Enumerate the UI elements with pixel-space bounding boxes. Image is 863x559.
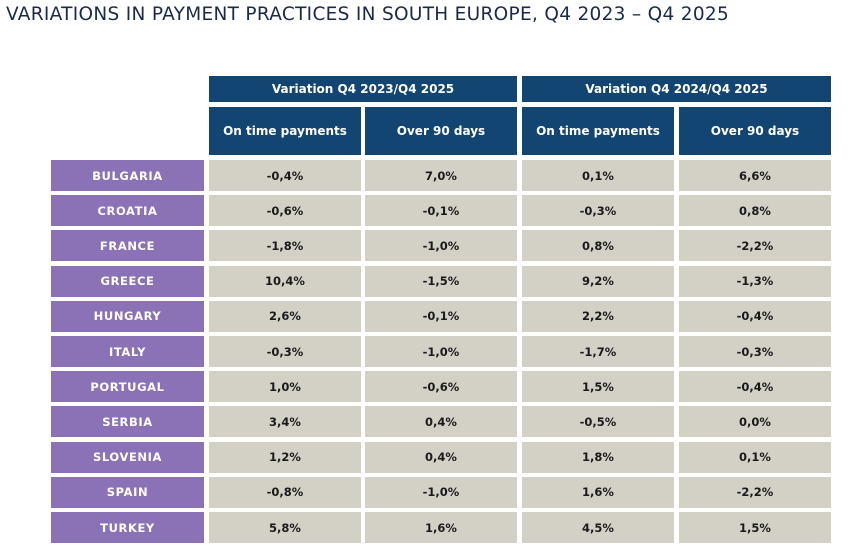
table-cell: 0,4% — [365, 406, 517, 438]
column-header: On time payments — [522, 107, 674, 155]
table-cell: 2,6% — [209, 300, 361, 332]
country-label: FRANCE — [51, 230, 204, 262]
table-cell: -0,4% — [679, 371, 831, 403]
column-header: On time payments — [209, 107, 361, 155]
country-label: SERBIA — [51, 406, 204, 438]
table-cell: 0,1% — [679, 441, 831, 473]
table-cell: 4,5% — [522, 512, 674, 543]
table-cell: 5,8% — [209, 512, 361, 543]
table-cell: -0,4% — [209, 160, 361, 191]
table-cell: -1,7% — [522, 336, 674, 367]
table-cell: -1,0% — [365, 230, 517, 262]
country-label: BULGARIA — [51, 160, 204, 191]
table-cell: 10,4% — [209, 265, 361, 297]
table-cell: 1,5% — [522, 371, 674, 403]
country-label: TURKEY — [51, 512, 204, 543]
table-cell: -1,8% — [209, 230, 361, 262]
table-cell: -1,0% — [365, 336, 517, 367]
table-cell: -1,0% — [365, 476, 517, 508]
table-cell: 0,8% — [522, 230, 674, 262]
table-cell: 1,8% — [522, 441, 674, 473]
table-cell: -0,3% — [209, 336, 361, 367]
column-header: Over 90 days — [365, 107, 517, 155]
group-header: Variation Q4 2024/Q4 2025 — [522, 76, 831, 102]
country-label: HUNGARY — [51, 300, 204, 332]
table-cell: -0,6% — [365, 371, 517, 403]
table-cell: 0,8% — [679, 195, 831, 227]
table-cell: 1,5% — [679, 512, 831, 543]
group-header: Variation Q4 2023/Q4 2025 — [209, 76, 517, 102]
table-cell: 0,4% — [365, 441, 517, 473]
country-label: CROATIA — [51, 195, 204, 227]
table-cell: -0,1% — [365, 195, 517, 227]
table-cell: 2,2% — [522, 300, 674, 332]
table-cell: -2,2% — [679, 230, 831, 262]
table-cell: -0,3% — [522, 195, 674, 227]
table-cell: 6,6% — [679, 160, 831, 191]
table-cell: -1,3% — [679, 265, 831, 297]
country-label: SPAIN — [51, 476, 204, 508]
table-cell: -0,4% — [679, 300, 831, 332]
page-title: VARIATIONS IN PAYMENT PRACTICES IN SOUTH… — [6, 4, 730, 25]
table-cell: -0,5% — [522, 406, 674, 438]
table-cell: 7,0% — [365, 160, 517, 191]
table-cell: -0,6% — [209, 195, 361, 227]
table-cell: -2,2% — [679, 476, 831, 508]
table-cell: 9,2% — [522, 265, 674, 297]
country-label: ITALY — [51, 336, 204, 367]
table-cell: -0,8% — [209, 476, 361, 508]
table-cell: 1,2% — [209, 441, 361, 473]
table-cell: -0,3% — [679, 336, 831, 367]
table-cell: 1,6% — [365, 512, 517, 543]
table-cell: -1,5% — [365, 265, 517, 297]
column-header: Over 90 days — [679, 107, 831, 155]
table-cell: 1,6% — [522, 476, 674, 508]
table-cell: -0,1% — [365, 300, 517, 332]
table-cell: 1,0% — [209, 371, 361, 403]
table-cell: 0,1% — [522, 160, 674, 191]
country-label: SLOVENIA — [51, 441, 204, 473]
country-label: PORTUGAL — [51, 371, 204, 403]
table-cell: 3,4% — [209, 406, 361, 438]
country-label: GREECE — [51, 265, 204, 297]
table-cell: 0,0% — [679, 406, 831, 438]
